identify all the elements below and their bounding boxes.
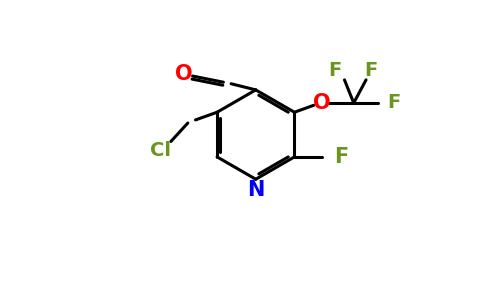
Text: Cl: Cl bbox=[150, 141, 170, 160]
Text: O: O bbox=[313, 93, 330, 113]
Text: N: N bbox=[247, 180, 264, 200]
Text: F: F bbox=[329, 61, 342, 80]
Text: F: F bbox=[334, 147, 348, 167]
Text: F: F bbox=[364, 61, 378, 80]
Text: F: F bbox=[388, 94, 401, 112]
Text: O: O bbox=[175, 64, 192, 85]
